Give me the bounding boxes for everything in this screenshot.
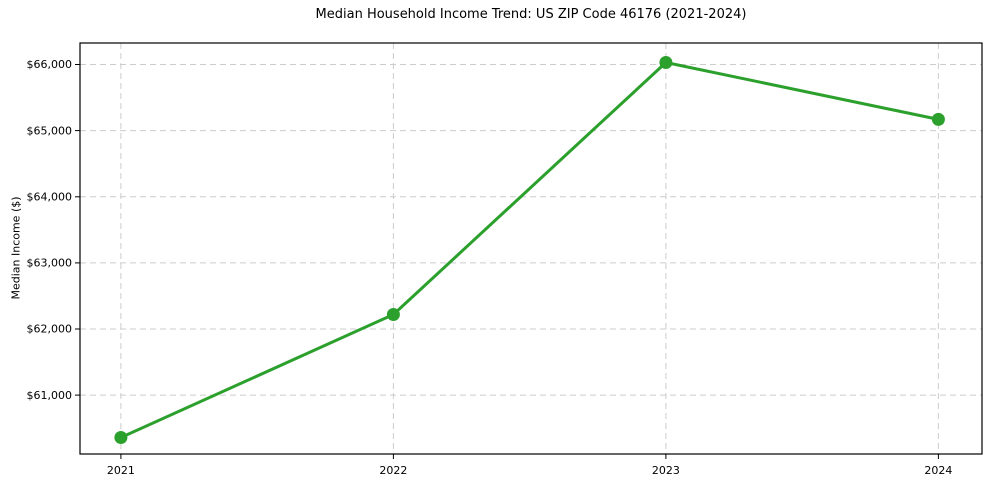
plot-border	[79, 42, 983, 455]
y-tick-label: $63,000	[27, 257, 73, 270]
x-tick-label: 2022	[379, 464, 407, 477]
y-tick-label: $62,000	[27, 323, 73, 336]
y-tick-label: $61,000	[27, 389, 73, 402]
x-tick-label: 2023	[652, 464, 680, 477]
y-tick-label: $64,000	[27, 191, 73, 204]
trend-line	[120, 61, 939, 439]
data-point	[931, 112, 945, 126]
chart-title: Median Household Income Trend: US ZIP Co…	[315, 7, 747, 22]
y-tick-label: $65,000	[27, 124, 73, 137]
data-point	[386, 308, 400, 321]
data-point	[659, 56, 673, 69]
data-point	[114, 431, 128, 444]
y-tick-label: $66,000	[27, 58, 73, 71]
x-tick-label: 2021	[107, 464, 135, 477]
x-tick-label: 2024	[924, 464, 952, 477]
